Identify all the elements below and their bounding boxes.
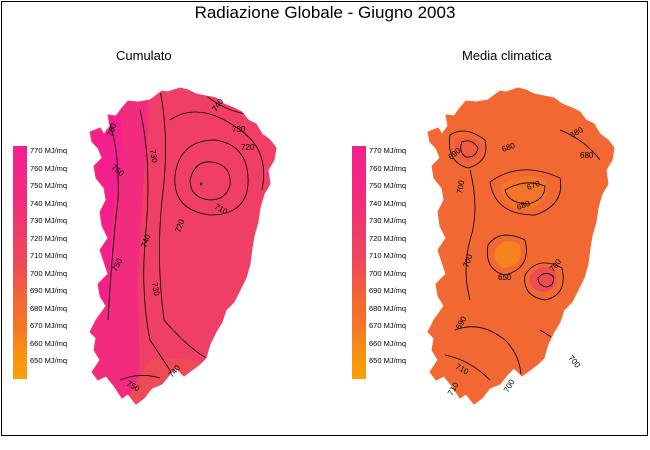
contour-label: 740 [139, 233, 152, 249]
contour-label: 700 [455, 179, 466, 194]
figure-title: Radiazione Globale - Giugno 2003 [194, 3, 456, 22]
legend-label: 730 MJ/mq [369, 216, 407, 225]
legend-label: 740 MJ/mq [30, 198, 68, 208]
isoline [465, 169, 476, 301]
contour-label: 670 [526, 179, 542, 192]
legend-label: 660 MJ/mq [369, 338, 407, 348]
isoline [169, 111, 265, 191]
legend-label: 700 MJ/mq [30, 268, 68, 278]
isoline [119, 375, 161, 381]
legend-label: 770 MJ/mq [369, 146, 407, 155]
legend-label: 760 MJ/mq [30, 163, 68, 173]
isoline [449, 130, 487, 169]
contour-label: 650 [498, 273, 512, 282]
legend-colorbar [352, 146, 366, 379]
legend-label: 710 MJ/mq [30, 251, 68, 260]
legend-label: 760 MJ/mq [369, 163, 407, 173]
peak-marker [199, 182, 203, 186]
contour-label: 730 [232, 125, 246, 134]
isoline [139, 109, 177, 381]
legend-label: 650 MJ/mq [30, 356, 68, 365]
contour-label: 700 [566, 354, 582, 370]
legend-colorbar [13, 146, 27, 379]
legend-label: 740 MJ/mq [369, 198, 407, 208]
contour-label: 700 [502, 377, 517, 394]
isoline [537, 273, 554, 288]
contour-label: 680 [516, 199, 532, 212]
panel-title-media-climatica: Media climatica [462, 48, 552, 63]
contour-label: 760 [105, 122, 118, 138]
isoline [159, 89, 211, 361]
isoline [486, 234, 527, 276]
zone-650 [494, 241, 521, 268]
legend-label: 750 MJ/mq [30, 181, 68, 190]
contour-label: 720 [173, 218, 186, 234]
isoline [444, 354, 491, 381]
legend-label: 750 MJ/mq [369, 181, 407, 190]
legend-label: 690 MJ/mq [369, 286, 407, 295]
contour-label: 700 [461, 253, 474, 269]
contour-label: 680 [580, 151, 594, 160]
map-cumulato: 760 740 730 720 710 720 730 740 730 740 … [89, 87, 277, 405]
legend-label: 720 MJ/mq [369, 233, 407, 243]
legend-label: 680 MJ/mq [30, 303, 68, 313]
contour-label: 730 [148, 149, 159, 164]
legend-label: 720 MJ/mq [30, 233, 68, 243]
legend-label: 650 MJ/mq [369, 356, 407, 365]
legend-label: 660 MJ/mq [30, 338, 68, 348]
isoline [174, 139, 249, 216]
legend-label: 770 MJ/mq [30, 146, 68, 155]
legend-label: 730 MJ/mq [30, 216, 68, 225]
map-media-climatica: 690 680 680 680 670 700 680 700 650 700 … [427, 87, 615, 405]
isoline [454, 326, 522, 391]
legend-label: 670 MJ/mq [30, 321, 68, 330]
isoline [460, 140, 479, 158]
panel-title-cumulato: Cumulato [116, 48, 172, 63]
contour-label: 720 [241, 143, 255, 152]
isoline [559, 129, 601, 161]
legend-label: 680 MJ/mq [369, 303, 407, 313]
contour-label: 680 [501, 141, 517, 154]
isoline [189, 161, 231, 201]
isoline [489, 169, 562, 216]
contour-label: 730 [150, 282, 161, 297]
sardinia-shape [428, 88, 614, 404]
legend-label: 690 MJ/mq [30, 286, 68, 295]
isoline [103, 109, 119, 321]
legend-label: 700 MJ/mq [369, 268, 407, 278]
legend-label: 670 MJ/mq [369, 321, 407, 330]
isoline [524, 262, 564, 301]
isoline [504, 182, 546, 205]
legend-label: 710 MJ/mq [369, 251, 407, 260]
